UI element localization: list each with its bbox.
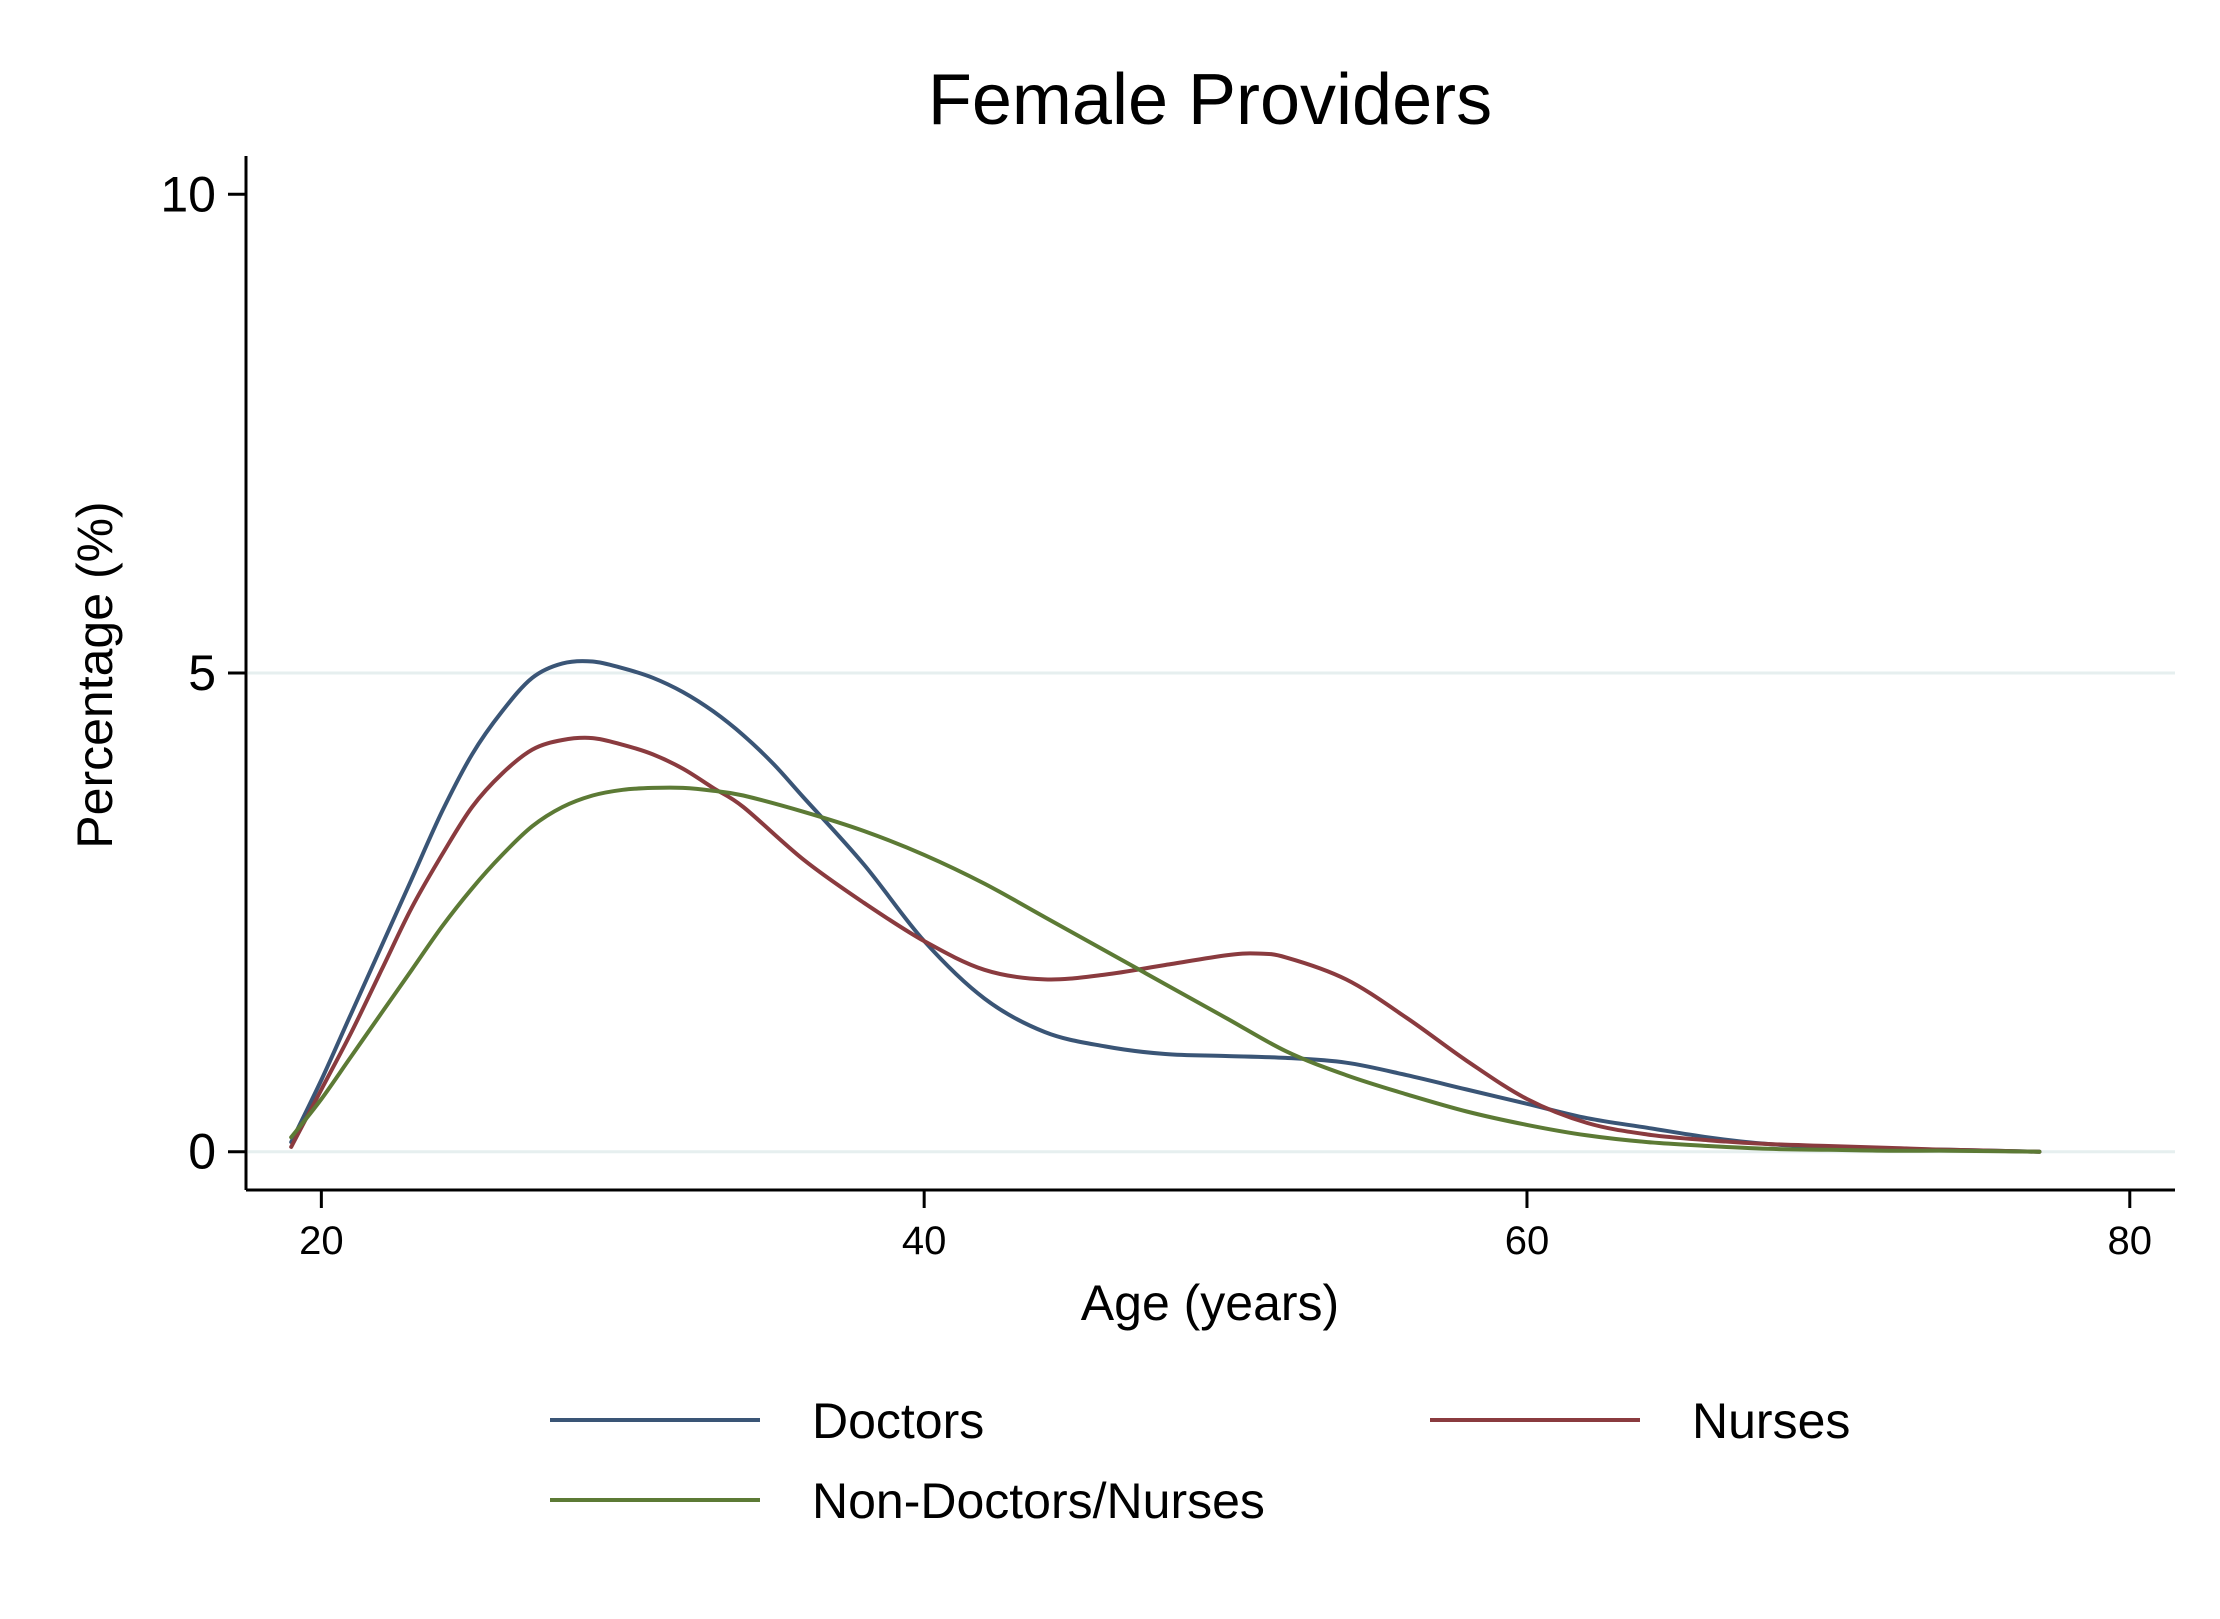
x-tick-label: 80 xyxy=(2108,1219,2153,1263)
legend-label: Nurses xyxy=(1692,1393,1850,1449)
y-axis-label: Percentage (%) xyxy=(67,501,123,848)
y-tick-label: 5 xyxy=(188,645,216,701)
series-lines xyxy=(289,659,2042,1154)
series-line-non-doctors-nurses xyxy=(289,785,2042,1154)
x-tick-label: 60 xyxy=(1505,1219,1550,1263)
y-tick-label: 0 xyxy=(188,1124,216,1180)
legend-label: Doctors xyxy=(812,1393,984,1449)
legend-item-doctors: Doctors xyxy=(550,1393,984,1449)
series-line-doctors xyxy=(289,659,2042,1154)
series-line-nurses xyxy=(289,735,2042,1154)
legend: Doctors Nurses Non-Doctors/Nurses xyxy=(550,1393,1850,1529)
x-axis-label: Age (years) xyxy=(1081,1275,1339,1331)
legend-item-non-doctors-nurses: Non-Doctors/Nurses xyxy=(550,1473,1265,1529)
y-tick-label: 10 xyxy=(160,166,216,222)
chart-title: Female Providers xyxy=(928,60,1492,140)
x-tick-label: 40 xyxy=(902,1219,947,1263)
legend-item-nurses: Nurses xyxy=(1430,1393,1850,1449)
x-tick-label: 20 xyxy=(299,1219,344,1263)
legend-label: Non-Doctors/Nurses xyxy=(812,1473,1265,1529)
axis-ticks: 0 5 10 20 40 60 80 xyxy=(160,166,2152,1263)
